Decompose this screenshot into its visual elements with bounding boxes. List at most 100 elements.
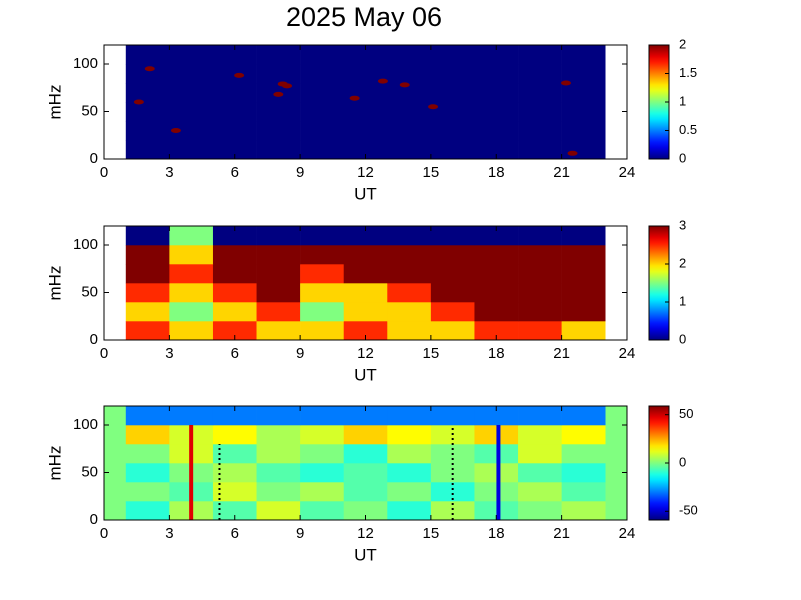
heatmap-cell — [343, 121, 388, 141]
heatmap-cell — [430, 463, 475, 483]
x-tick-label: 3 — [165, 164, 173, 181]
heatmap-cell — [343, 501, 388, 521]
heatmap-cell — [518, 444, 562, 464]
heatmap-cell — [561, 463, 606, 483]
heatmap-cell — [300, 302, 345, 322]
x-tick-label: 0 — [100, 345, 108, 362]
heatmap-cell — [474, 444, 519, 464]
colorbar — [648, 225, 670, 341]
heatmap-cell — [125, 102, 170, 122]
heatmap-cell — [430, 226, 475, 246]
heatmap-cell — [343, 264, 388, 284]
heatmap-cell — [474, 425, 519, 445]
heatmap-cell — [212, 321, 257, 341]
colorbar-tick-label: 0 — [679, 454, 686, 469]
heatmap-cell — [212, 45, 257, 65]
x-tick-label: 21 — [553, 345, 570, 362]
heatmap-cell — [256, 463, 301, 483]
heatmap-cell — [518, 321, 562, 341]
heatmap-cell — [212, 406, 257, 426]
colorbar-tick-label: 1 — [679, 293, 686, 308]
heatmap-cell — [387, 302, 432, 322]
heatmap-cell — [256, 264, 301, 284]
heatmap-cell — [300, 245, 345, 265]
heatmap-cell — [169, 406, 214, 426]
x-tick-label: 12 — [357, 164, 374, 181]
heatmap-cell — [212, 482, 257, 502]
heatmap-cell — [256, 45, 301, 65]
y-axis-label: mHz — [45, 85, 64, 120]
heatmap-cell — [474, 245, 519, 265]
heatmap-cell — [256, 245, 301, 265]
x-axis-label: UT — [354, 184, 377, 203]
heatmap-cell — [125, 425, 170, 445]
heatmap-cell — [387, 425, 432, 445]
y-tick-label: 50 — [81, 283, 98, 300]
heatmap-cell — [169, 121, 214, 141]
heatmap-cell — [256, 444, 301, 464]
heatmap-cell — [212, 102, 257, 122]
heatmap-cell — [474, 83, 519, 103]
heatmap-cell — [256, 302, 301, 322]
figure-title: 2025 May 06 — [286, 2, 442, 32]
x-tick-label: 18 — [488, 345, 505, 362]
heatmap-cell — [518, 121, 562, 141]
spot — [567, 150, 578, 156]
heatmap-cell — [125, 321, 170, 341]
heatmap-cell — [474, 463, 519, 483]
heatmap-cell — [212, 501, 257, 521]
x-tick-label: 24 — [619, 525, 636, 542]
x-tick-label: 21 — [553, 525, 570, 542]
heatmap-cell — [212, 83, 257, 103]
heatmap-cell — [518, 102, 562, 122]
heatmap-cell — [300, 321, 345, 341]
heatmap-cell — [430, 501, 475, 521]
heatmap-cell — [387, 444, 432, 464]
y-tick-label: 0 — [90, 511, 98, 528]
heatmap-cell — [256, 102, 301, 122]
y-tick-label: 100 — [73, 416, 98, 433]
spot — [282, 83, 293, 89]
heatmap-cell — [212, 264, 257, 284]
y-tick-label: 0 — [90, 150, 98, 167]
heatmap-cell — [561, 121, 606, 141]
heatmap-cell — [387, 264, 432, 284]
heatmap-cell — [125, 482, 170, 502]
heatmap-cell — [125, 264, 170, 284]
x-tick-label: 6 — [231, 164, 239, 181]
x-tick-label: 6 — [231, 345, 239, 362]
heatmap-cell — [169, 321, 214, 341]
colorbar-tick-label: 2 — [679, 255, 686, 270]
heatmap-cell — [518, 226, 562, 246]
heatmap-cell — [300, 444, 345, 464]
colorbar-tick-label: -50 — [679, 503, 698, 518]
heatmap-cell — [561, 321, 606, 341]
x-tick-label: 18 — [488, 525, 505, 542]
heatmap-cell — [474, 302, 519, 322]
heatmap-cell — [300, 102, 345, 122]
heatmap-cell — [256, 482, 301, 502]
heatmap-cell — [343, 102, 388, 122]
heatmap-cell — [212, 226, 257, 246]
heatmap-cell — [561, 482, 606, 502]
heatmap-cell — [474, 121, 519, 141]
heatmap-cell — [518, 64, 562, 84]
heatmap-cell — [212, 425, 257, 445]
heatmap-cell — [256, 121, 301, 141]
heatmap-cell — [300, 264, 345, 284]
heatmap-cell — [430, 140, 475, 160]
spot — [560, 80, 571, 86]
heatmap-cell — [430, 283, 475, 303]
heatmap-cell — [561, 501, 606, 521]
heatmap-cell — [125, 140, 170, 160]
heatmap-cell — [474, 501, 519, 521]
heatmap-cell — [212, 444, 257, 464]
heatmap-cell — [212, 245, 257, 265]
heatmap-cell — [256, 321, 301, 341]
heatmap-cell — [430, 64, 475, 84]
spot — [428, 104, 439, 110]
heatmap-cell — [343, 140, 388, 160]
x-tick-label: 0 — [100, 525, 108, 542]
heatmap-cell — [387, 121, 432, 141]
heatmap-cell — [125, 501, 170, 521]
